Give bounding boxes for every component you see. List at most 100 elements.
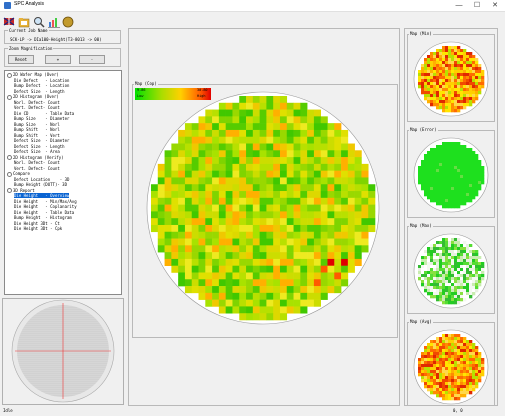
tree-item-label: Defect Size - Diameter	[14, 138, 70, 143]
tree-item[interactable]: Vert. Defect- Count	[5, 166, 121, 172]
tree-item[interactable]: Defect Size - Length	[5, 144, 121, 150]
tree-item[interactable]: Bump Shift - Norl	[5, 127, 121, 133]
title-bar: SPC Analysis — ☐ ✕	[0, 0, 505, 12]
zoom-group	[4, 48, 121, 67]
tree-item-label: Die Height - Min/Max/Avg	[14, 198, 77, 204]
tree-item-label: Die Height 3Dt - Cpk	[14, 226, 63, 231]
tree-item-label: Bump Size - Norl	[14, 121, 60, 127]
side-map-title: Map (Error)	[409, 127, 438, 132]
side-map-group	[407, 34, 495, 122]
tree-item[interactable]: Defect Size - Area	[5, 149, 121, 155]
tree-item-label: Bump Height - Histogram	[14, 215, 72, 220]
tree-item[interactable]: Defect Location - 3D	[5, 177, 121, 183]
tree-item[interactable]: Die Height - Min/Max/Avg	[5, 199, 121, 205]
legend-max: 30.80	[197, 88, 208, 92]
zoom-out-button[interactable]: -	[79, 55, 105, 64]
minimize-button[interactable]: —	[455, 2, 463, 9]
tree-item[interactable]: Bump Shift - Vert	[5, 133, 121, 139]
tree-item[interactable]: 2D Histogram (Verify)	[5, 154, 121, 160]
expand-icon[interactable]	[7, 188, 12, 193]
color-legend: 9.86 30.80 Low High	[135, 88, 211, 100]
main-map-title: Map (Cop)	[134, 81, 158, 86]
job-group	[4, 30, 121, 44]
side-wafer-map[interactable]	[411, 39, 491, 119]
expand-icon[interactable]	[7, 171, 12, 177]
tree-item-label: 3D Report	[13, 187, 35, 193]
tree-item-label: Compare	[13, 171, 30, 176]
tree-item[interactable]: Bump Height (DUTT)- 3D	[5, 182, 121, 188]
tree-item[interactable]: Die Height 3Dt - Ct	[5, 221, 121, 227]
tree-item-label: 2D Histogram (Verify)	[13, 154, 64, 160]
tree-item[interactable]: Norl. Defect- Count	[5, 100, 121, 106]
side-wafer-map[interactable]	[411, 231, 491, 311]
tree-item[interactable]: Defect Size - Length	[5, 89, 121, 95]
tree-item[interactable]: 3D Report	[5, 187, 121, 193]
main-wafer-map[interactable]	[140, 88, 390, 336]
tree-item-label: Norl. Defect- Count	[14, 160, 60, 165]
legend-high: High	[197, 94, 206, 98]
tree-item-label: Bump Size - Diameter	[14, 116, 70, 121]
tree-item-label: Die Height - Table Data	[14, 209, 75, 215]
tree-item-label: Die CD - Table Data	[14, 110, 75, 116]
tree-item-label: Bump Defect - Location	[14, 83, 70, 88]
coord-readout: 0, 0	[453, 408, 463, 413]
status-text: Idle	[3, 408, 13, 413]
tree-item[interactable]: Die CD - Table Data	[5, 111, 121, 117]
side-map-title: Map (Max)	[409, 223, 433, 228]
tree-item-label: Bump Shift - Vert	[14, 132, 60, 138]
report-tree[interactable]: 2D Wafer Map (Over) Die Defect - Location…	[4, 70, 122, 295]
tree-item[interactable]: Bump Size - Norl	[5, 122, 121, 128]
tree-item[interactable]: 2D Histogram (Over)	[5, 94, 121, 100]
tree-item-label: Die Defect - Location	[14, 77, 70, 83]
tree-item[interactable]: Die Height - Overview	[5, 193, 121, 199]
tree-item-label: Vert. Defect- Count	[14, 105, 60, 110]
globe-icon[interactable]	[62, 13, 74, 28]
tree-item[interactable]: Die Defect - Location	[5, 78, 121, 84]
side-map-title: Map (Min)	[409, 31, 433, 36]
tree-item-label: Norl. Defect- Count	[14, 99, 60, 105]
flag-icon[interactable]	[3, 13, 15, 26]
tree-item[interactable]: Vert. Defect- Count	[5, 105, 121, 111]
expand-icon[interactable]	[7, 94, 12, 100]
tree-item-label: Defect Location - 3D	[14, 176, 70, 182]
tree-item[interactable]: Die Height - Coplanarity	[5, 204, 121, 210]
tree-item-label: Die Height 3Dt - Ct	[14, 220, 60, 226]
expand-icon[interactable]	[7, 72, 12, 78]
tree-item[interactable]: Die Height - Table Data	[5, 210, 121, 216]
expand-icon[interactable]	[7, 155, 12, 160]
status-bar: Idle 0, 0	[0, 406, 505, 416]
side-wafer-map[interactable]	[411, 327, 491, 407]
tree-item-label: Defect Size - Length	[14, 143, 65, 149]
zoom-in-button[interactable]: +	[45, 55, 71, 64]
zoom-label: Zoom Magnification	[8, 46, 54, 51]
folder-icon[interactable]	[18, 13, 30, 28]
search-icon[interactable]	[33, 13, 45, 28]
tree-item[interactable]: Compare	[5, 171, 121, 177]
app-icon	[4, 2, 11, 9]
reset-button[interactable]: Reset	[8, 55, 34, 64]
tree-item-label: 2D Wafer Map (Over)	[13, 72, 59, 77]
side-wafer-map[interactable]	[411, 135, 491, 215]
tree-item-label: Die Height - Coplanarity	[14, 204, 77, 209]
tree-item[interactable]: Bump Size - Diameter	[5, 116, 121, 122]
wafer-navigator[interactable]	[2, 298, 124, 405]
side-map-title: Map (Avg)	[409, 319, 433, 324]
tree-item[interactable]: Die Height 3Dt - Cpk	[5, 226, 121, 232]
legend-min: 9.86	[137, 88, 146, 92]
tree-item[interactable]: Bump Defect - Location	[5, 83, 121, 89]
tree-item-label: Vert. Defect- Count	[14, 165, 60, 171]
tree-item[interactable]: Bump Height - Histogram	[5, 215, 121, 221]
maximize-button[interactable]: ☐	[473, 2, 481, 9]
tree-item[interactable]: Defect Size - Diameter	[5, 138, 121, 144]
tree-item[interactable]: 2D Wafer Map (Over)	[5, 72, 121, 78]
tree-item-label: Bump Height (DUTT)- 3D	[14, 182, 67, 187]
chart-icon[interactable]	[48, 13, 60, 28]
tree-item-label: Bump Shift - Norl	[14, 127, 60, 132]
tree-item[interactable]: Norl. Defect- Count	[5, 160, 121, 166]
job-label: Current Job Name	[8, 28, 49, 33]
tree-item-label: Die Height - Overview	[14, 193, 70, 198]
close-button[interactable]: ✕	[492, 2, 498, 9]
side-map-group	[407, 130, 495, 218]
legend-low: Low	[137, 94, 144, 98]
tree-item-label: Defect Size - Area	[14, 149, 60, 154]
